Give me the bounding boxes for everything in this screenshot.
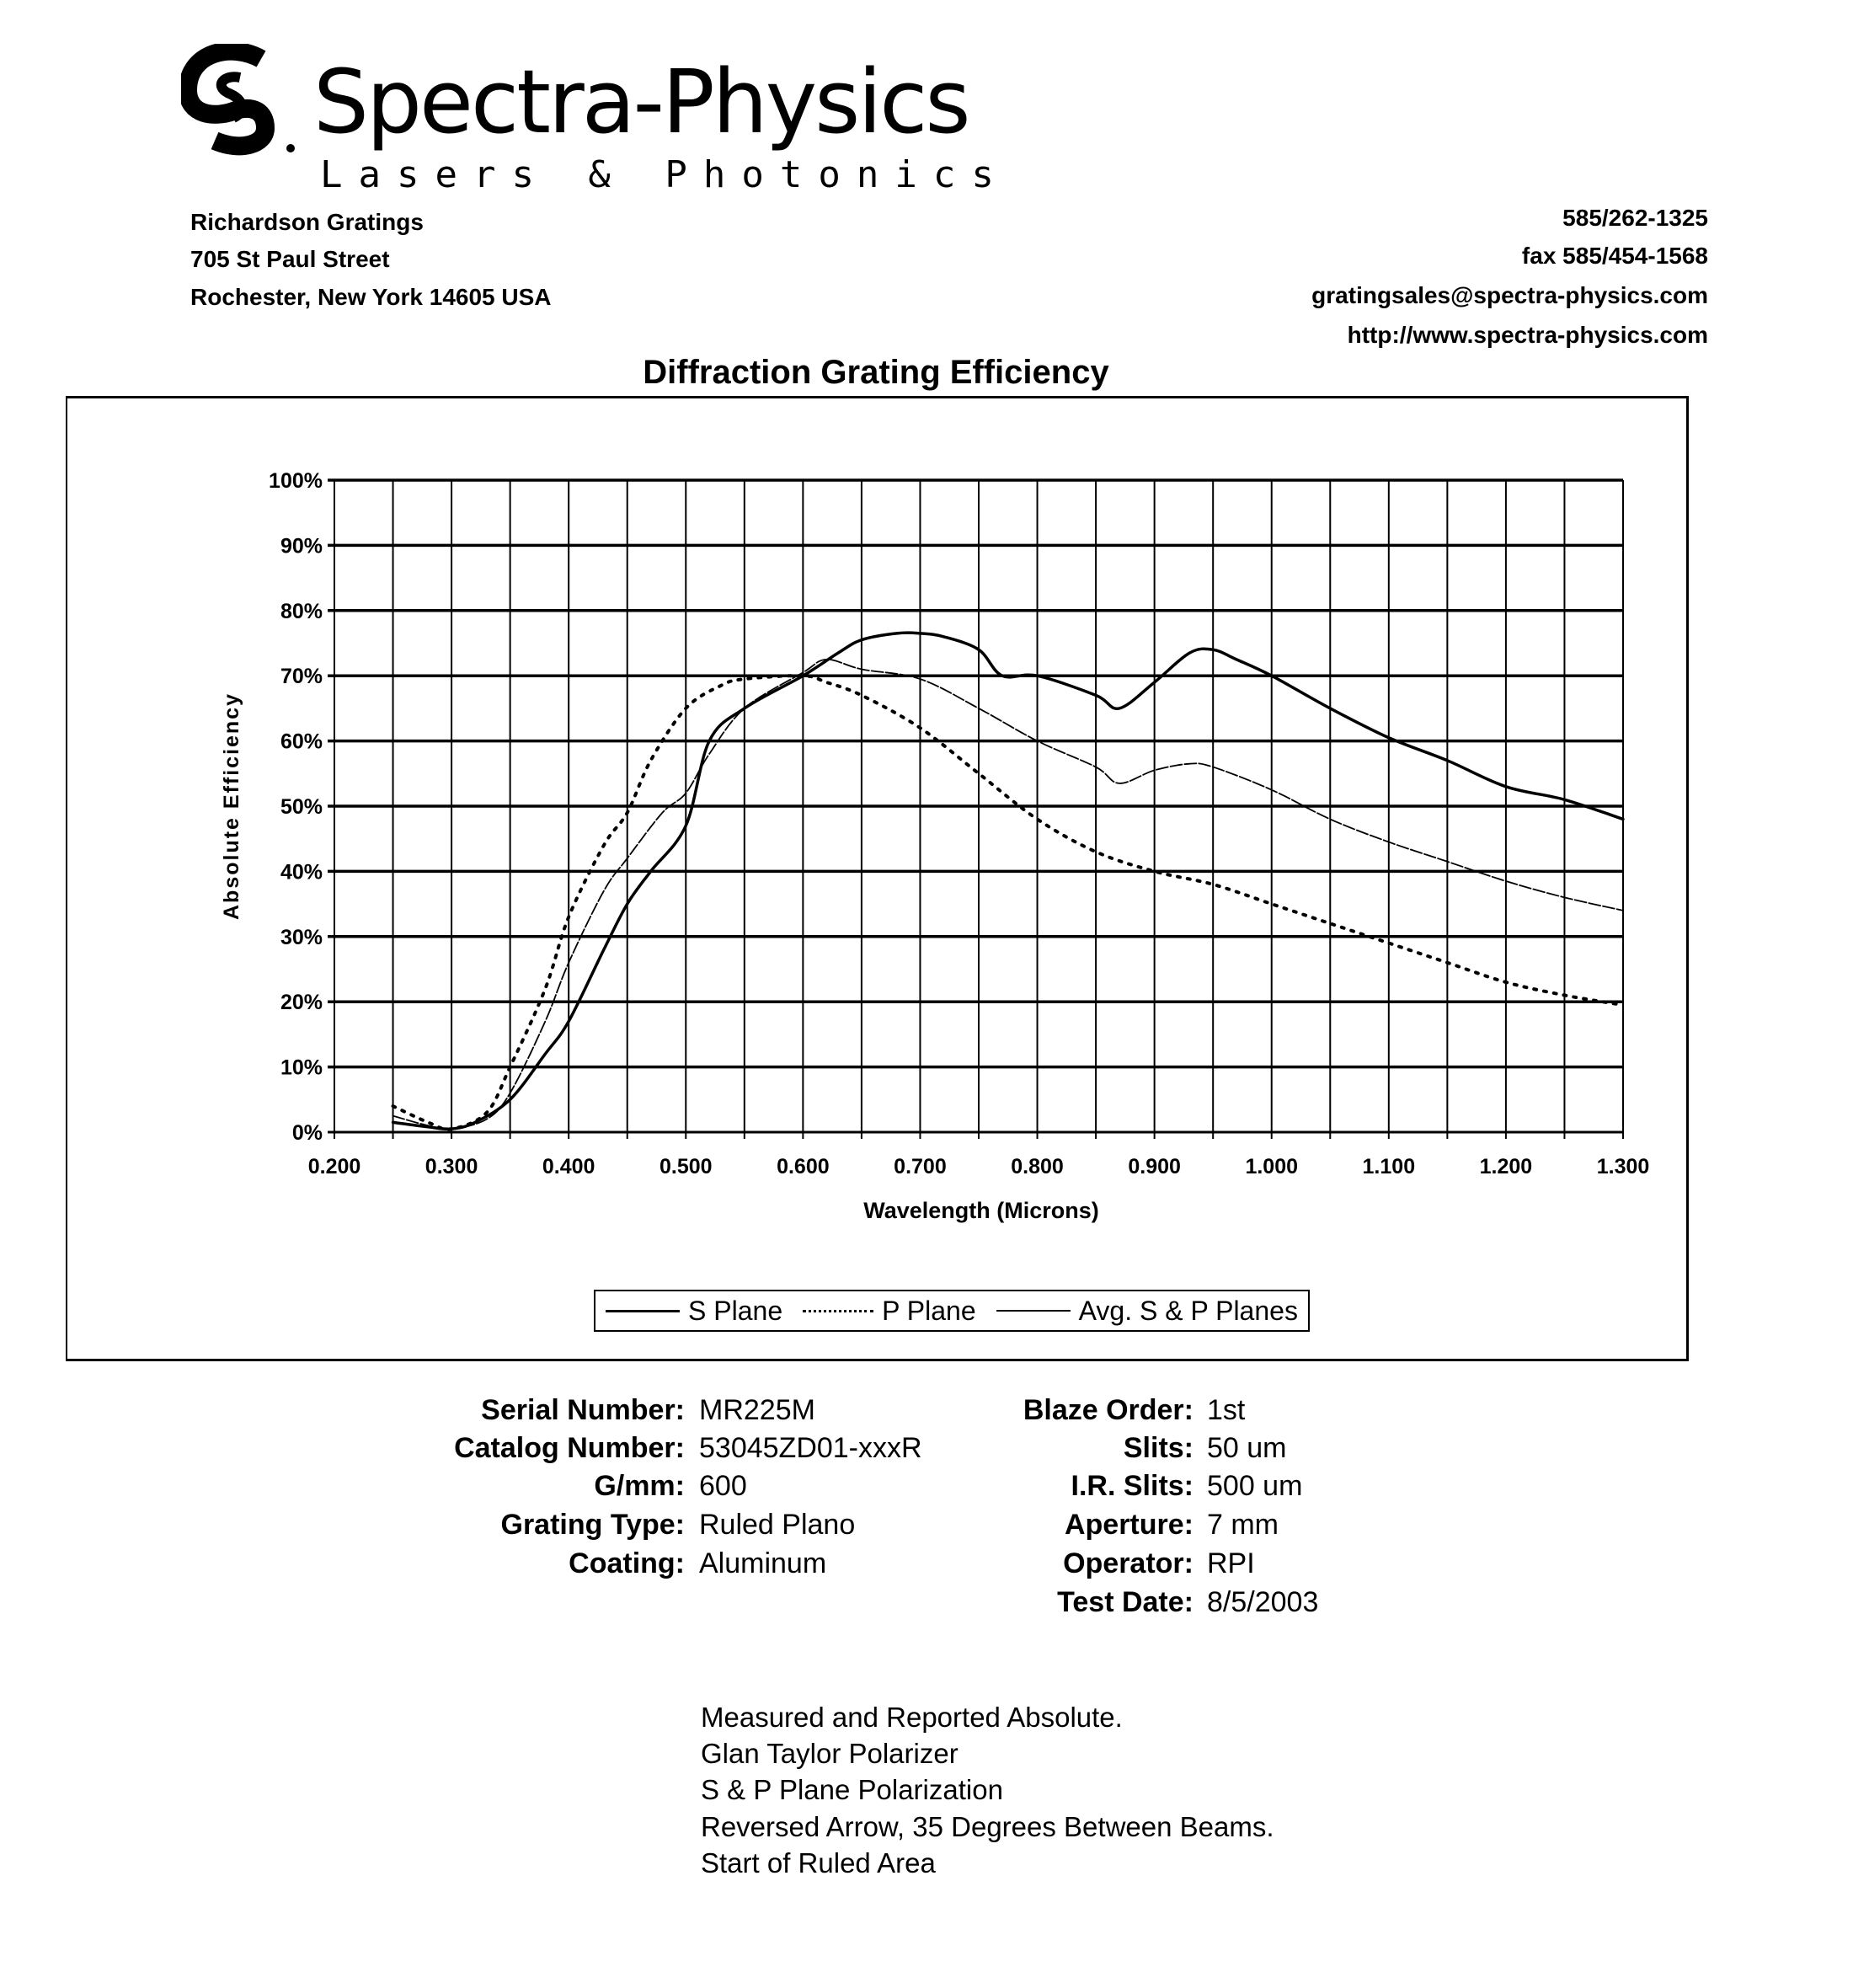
- spec-label: Blaze Order:: [1023, 1394, 1194, 1426]
- spec-value: 7 mm: [1207, 1509, 1279, 1541]
- spec-label: Coating:: [569, 1547, 685, 1579]
- spec-value: Aluminum: [699, 1547, 827, 1579]
- y-axis-label: Absolute Efficiency: [220, 692, 243, 920]
- avg-s-p-line: [392, 658, 1624, 1130]
- chart-series: [391, 631, 1625, 1131]
- spec-value: Ruled Plano: [699, 1509, 856, 1541]
- brand-tagline: Lasers & Photonics: [320, 153, 1010, 196]
- x-tick-label: 0.600: [777, 1155, 830, 1178]
- address-line-2: 705 St Paul Street: [190, 246, 390, 272]
- p-plane-line: [391, 674, 1625, 1131]
- spec-label: I.R. Slits:: [1071, 1470, 1194, 1502]
- spec-value: 8/5/2003: [1207, 1586, 1319, 1618]
- y-tick-label: 20%: [280, 991, 323, 1014]
- x-tick-label: 0.900: [1128, 1155, 1181, 1178]
- y-tick-label: 10%: [280, 1056, 323, 1080]
- legend-s-plane-swatch: [606, 1309, 681, 1312]
- y-tick-label: 40%: [280, 860, 323, 884]
- address-line-3: Rochester, New York 14605 USA: [190, 284, 552, 310]
- x-tick-label: 0.700: [894, 1155, 947, 1178]
- chart-frame: [66, 396, 1689, 1361]
- contact-phone: 585/262-1325: [1562, 205, 1708, 231]
- spec-value: 50 um: [1207, 1432, 1287, 1464]
- y-tick-label: 50%: [280, 795, 323, 819]
- spec-value: RPI: [1207, 1547, 1255, 1579]
- note-line: Start of Ruled Area: [701, 1847, 936, 1878]
- spec-label: Slits:: [1123, 1432, 1194, 1464]
- spec-label: Test Date:: [1057, 1586, 1194, 1618]
- chart-ticks: 0% 10% 20% 30% 40% 50% 60% 70% 80% 90% 100% 0.200 0.…: [269, 469, 1649, 1178]
- spec-label: Aperture:: [1064, 1509, 1194, 1541]
- legend-avg-swatch: [996, 1310, 1071, 1312]
- x-tick-label: 0.400: [542, 1155, 595, 1178]
- legend-p-plane: P Plane: [882, 1295, 976, 1326]
- chart-legend: S Plane P Plane Avg. S & P Planes: [594, 1290, 1310, 1332]
- x-tick-label: 1.300: [1597, 1155, 1650, 1178]
- y-tick-label: 100%: [269, 469, 323, 493]
- note-line: Reversed Arrow, 35 Degrees Between Beams…: [701, 1811, 1274, 1842]
- contact-email[interactable]: gratingsales@spectra-physics.com: [1311, 282, 1708, 308]
- contact-website[interactable]: http://www.spectra-physics.com: [1347, 322, 1708, 348]
- x-tick-label: 0.500: [659, 1155, 713, 1178]
- legend-p-plane-swatch: [803, 1309, 874, 1312]
- spec-value: 53045ZD01-xxxR: [699, 1432, 922, 1464]
- y-tick-label: 90%: [280, 534, 323, 558]
- spec-label: Operator:: [1063, 1547, 1194, 1579]
- x-tick-label: 0.300: [425, 1155, 478, 1178]
- legend-avg: Avg. S & P Planes: [1078, 1295, 1298, 1326]
- spec-value: MR225M: [699, 1394, 815, 1426]
- y-tick-label: 0%: [292, 1121, 323, 1145]
- x-axis-label: Wavelength (Microns): [863, 1198, 1099, 1223]
- note-line: Measured and Reported Absolute.: [701, 1702, 1123, 1733]
- spec-label: Catalog Number:: [454, 1432, 685, 1464]
- x-tick-label: 1.100: [1363, 1155, 1416, 1178]
- efficiency-chart: 0% 10% 20% 30% 40% 50% 60% 70% 80% 90% 100% 0.200 0.…: [220, 469, 1649, 1223]
- spec-label: Serial Number:: [481, 1394, 685, 1426]
- spec-value: 600: [699, 1470, 747, 1502]
- spec-value: 500 um: [1207, 1470, 1303, 1502]
- spec-label: G/mm:: [594, 1470, 685, 1502]
- spec-value: 1st: [1207, 1394, 1246, 1426]
- spec-label: Grating Type:: [500, 1509, 686, 1541]
- x-tick-label: 1.000: [1245, 1155, 1298, 1178]
- chart-grid: [328, 478, 1624, 1139]
- note-line: S & P Plane Polarization: [701, 1774, 1003, 1805]
- y-tick-label: 70%: [280, 665, 323, 688]
- legend-s-plane: S Plane: [688, 1295, 783, 1326]
- y-tick-label: 80%: [280, 600, 323, 623]
- brand-name: Spectra-Physics: [313, 51, 971, 153]
- x-tick-label: 1.200: [1480, 1155, 1533, 1178]
- s-plane-line: [391, 631, 1625, 1131]
- y-tick-label: 30%: [280, 926, 323, 949]
- spectra-physics-logo-icon: [181, 44, 295, 156]
- address-line-1: Richardson Gratings: [190, 209, 424, 235]
- x-tick-label: 0.200: [308, 1155, 361, 1178]
- note-line: Glan Taylor Polarizer: [701, 1738, 959, 1769]
- x-tick-label: 0.800: [1011, 1155, 1064, 1178]
- contact-fax: fax 585/454-1568: [1521, 243, 1708, 269]
- y-tick-label: 60%: [280, 730, 323, 754]
- chart-title: Diffraction Grating Efficiency: [643, 354, 1109, 391]
